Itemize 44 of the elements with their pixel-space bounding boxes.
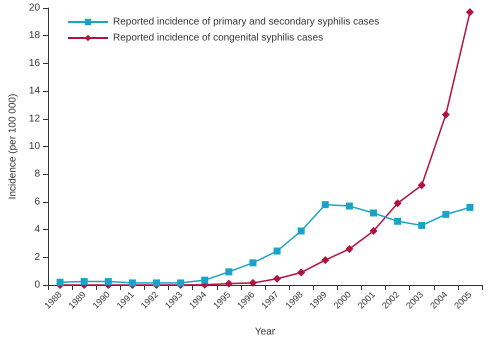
point	[153, 279, 160, 286]
point	[224, 280, 233, 288]
point	[418, 222, 426, 229]
point	[442, 110, 450, 119]
point	[466, 204, 474, 211]
point	[322, 201, 329, 208]
y-tick-label: 10	[28, 141, 40, 152]
y-tick-label: 8	[34, 168, 40, 180]
y-axis-title: Incidence (per 100 000)	[8, 94, 18, 200]
point	[370, 226, 378, 235]
point	[249, 259, 256, 266]
x-axis-title: Year	[254, 326, 276, 338]
y-tick-label: 16	[28, 58, 40, 69]
point	[297, 268, 306, 277]
y-tick-label: 6	[34, 196, 40, 208]
point	[298, 227, 305, 234]
point	[128, 279, 136, 286]
point	[321, 256, 330, 264]
legend-label: Reported incidence of congenital syphilis cases	[113, 32, 324, 44]
y-tick-label: 20	[28, 2, 40, 14]
point	[346, 202, 353, 210]
y-tick-label: 2	[34, 252, 40, 263]
point	[394, 218, 402, 225]
point	[442, 210, 450, 218]
legend-label: Reported incidence of primary and secondary syphilis cases	[113, 16, 380, 28]
y-tick-label: 0	[34, 280, 40, 290]
point	[56, 278, 64, 286]
point	[104, 278, 112, 286]
point	[418, 181, 426, 190]
point	[80, 278, 88, 286]
point	[201, 276, 208, 284]
y-tick-label: 14	[28, 86, 40, 97]
point	[225, 268, 232, 276]
y-tick-label: 4	[34, 224, 40, 236]
point	[248, 278, 257, 287]
point	[274, 248, 281, 255]
point	[345, 244, 354, 253]
point	[466, 8, 474, 16]
y-tick-label: 12	[28, 113, 40, 124]
point	[177, 279, 184, 286]
point	[273, 274, 282, 283]
point	[370, 209, 378, 216]
y-tick-label: 18	[28, 30, 40, 42]
point	[394, 199, 402, 208]
